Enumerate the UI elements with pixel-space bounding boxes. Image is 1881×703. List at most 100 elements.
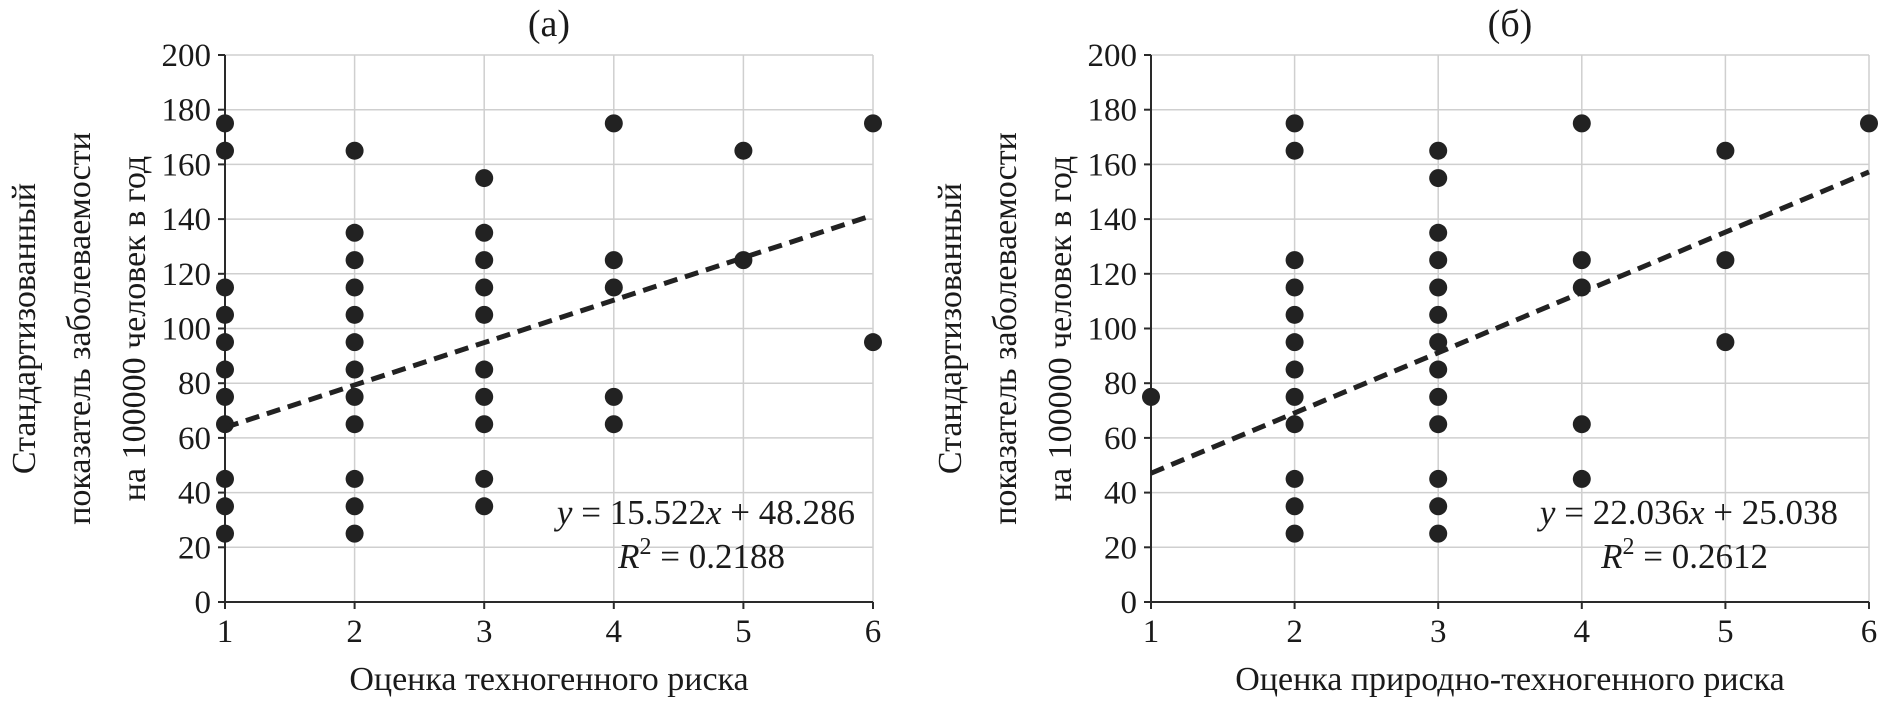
data-point	[1285, 333, 1304, 352]
x-axis-title: Оценка техногенного риска	[349, 661, 748, 698]
data-point	[216, 141, 234, 160]
data-point	[216, 469, 234, 488]
data-point	[475, 305, 494, 324]
data-point	[1429, 387, 1448, 406]
regression-equation: y = 15.522x + 48.286	[554, 493, 855, 532]
data-point	[345, 524, 364, 543]
equation-intercept: + 25.038	[1705, 493, 1839, 532]
data-point	[1716, 333, 1735, 352]
y-tick-label: 120	[162, 257, 212, 293]
data-point	[1285, 278, 1304, 297]
data-point	[216, 524, 234, 543]
data-point	[734, 141, 753, 160]
r-squared: R2 = 0.2612	[1600, 534, 1768, 576]
y-tick-label: 180	[162, 93, 212, 129]
data-point	[864, 333, 882, 352]
data-point	[604, 415, 623, 434]
y-tick-label: 160	[1088, 147, 1138, 183]
data-point	[216, 333, 234, 352]
y-tick-label: 100	[1088, 312, 1138, 348]
equation-slope: = 15.522	[572, 493, 706, 532]
y-tick-label: 60	[1104, 421, 1137, 457]
x-tick-label: 6	[1861, 614, 1878, 650]
y-axis-title-line-3: на 100000 человек в год	[1042, 156, 1079, 501]
x-tick-label: 1	[217, 614, 234, 650]
data-point	[1285, 387, 1304, 406]
equation-x: x	[705, 493, 722, 532]
x-tick-label: 1	[1143, 614, 1160, 650]
data-point	[475, 223, 494, 242]
data-point	[345, 251, 364, 270]
x-tick-label: 5	[1717, 614, 1734, 650]
y-tick-label: 100	[162, 312, 212, 348]
y-axis-title-line-2: показатель заболеваемости	[61, 132, 98, 525]
y-axis-title-line-1: Стандартизованный	[6, 183, 43, 474]
data-point	[1285, 141, 1304, 160]
data-point	[1429, 141, 1448, 160]
x-tick-label: 2	[1286, 614, 1303, 650]
y-tick-label: 200	[162, 38, 212, 74]
data-point	[1429, 305, 1448, 324]
data-point	[475, 251, 494, 270]
trendline	[224, 212, 874, 430]
data-point	[1429, 497, 1448, 516]
data-point	[1285, 360, 1304, 379]
data-point	[475, 497, 494, 516]
y-tick-label: 0	[195, 585, 212, 621]
data-point	[1285, 305, 1304, 324]
y-tick-label: 80	[178, 366, 211, 402]
data-point	[604, 387, 623, 406]
data-point	[604, 114, 623, 133]
data-point	[345, 469, 364, 488]
data-point	[345, 223, 364, 242]
data-point	[216, 114, 234, 133]
data-point	[1142, 387, 1160, 406]
y-axis-title-line-1: Стандартизованный	[932, 183, 969, 474]
equation-x: x	[1688, 493, 1705, 532]
y-tick-label: 20	[178, 530, 211, 566]
r-squared-exponent: 2	[640, 534, 652, 560]
chart-title: (а)	[528, 3, 570, 45]
data-point	[1429, 469, 1448, 488]
y-tick-label: 180	[1088, 93, 1138, 129]
y-tick-label: 40	[178, 476, 211, 512]
x-tick-label: 3	[476, 614, 493, 650]
data-point	[1429, 251, 1448, 270]
data-point	[1572, 251, 1591, 270]
data-point	[1429, 278, 1448, 297]
equation-y: y	[554, 493, 573, 532]
equation-slope: = 22.036	[1555, 493, 1689, 532]
x-tick-label: 6	[865, 614, 882, 650]
data-point	[1572, 415, 1591, 434]
y-tick-label: 20	[1104, 530, 1137, 566]
y-tick-label: 140	[162, 202, 212, 238]
r-squared-exponent: 2	[1623, 534, 1635, 560]
data-point	[345, 141, 364, 160]
r-squared-r: R	[1600, 537, 1622, 576]
data-point	[216, 497, 234, 516]
data-point	[1860, 114, 1878, 133]
y-tick-label: 160	[162, 147, 212, 183]
data-point	[475, 278, 494, 297]
r-squared-value: = 0.2188	[652, 537, 786, 576]
data-point	[1572, 469, 1591, 488]
y-tick-label: 60	[178, 421, 211, 457]
data-point	[345, 415, 364, 434]
chart-panel-1: 0 20 40 60 80 100 120 140 160 180 200 1 2 3 4 5 6 (а) Оцен…	[6, 3, 882, 698]
data-point	[345, 333, 364, 352]
equation-intercept: + 48.286	[722, 493, 856, 532]
data-point	[475, 169, 494, 188]
data-point	[345, 278, 364, 297]
data-point	[604, 251, 623, 270]
chart-panel-2: 0 20 40 60 80 100 120 140 160 180 200 1 2 3 4 5 6 (б) Оцен…	[932, 3, 1878, 698]
data-point	[216, 278, 234, 297]
data-point	[1285, 114, 1304, 133]
r-squared: R2 = 0.2188	[617, 534, 785, 576]
data-point	[216, 415, 234, 434]
y-tick-label: 120	[1088, 257, 1138, 293]
y-tick-label: 140	[1088, 202, 1138, 238]
data-point	[475, 387, 494, 406]
regression-equation: y = 22.036x + 25.038	[1537, 493, 1838, 532]
data-point	[216, 305, 234, 324]
